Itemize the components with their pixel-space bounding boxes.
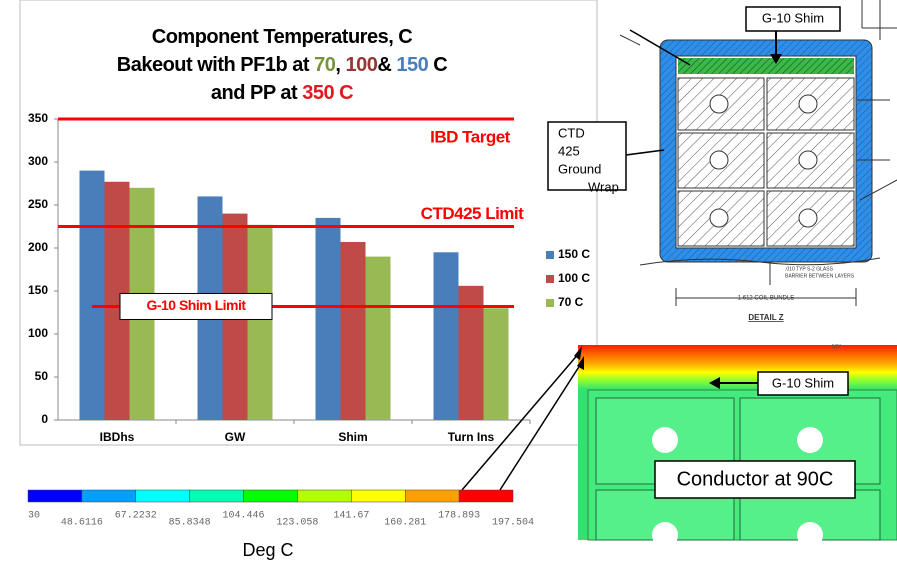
colorbar-tick-label: 104.446 xyxy=(223,511,265,522)
reference-label: G-10 Shim Limit xyxy=(146,297,246,313)
title-segment: Component Temperatures, C xyxy=(152,26,413,48)
g10-shim-layer xyxy=(678,58,854,74)
colorbar-segment xyxy=(190,490,244,502)
thermal-map: MX G-10 Shim Conductor at 90C xyxy=(578,345,897,548)
cooling-hole xyxy=(797,522,823,548)
colorbar-tick-label: 141.67 xyxy=(333,511,369,522)
x-tick-label: GW xyxy=(225,430,246,444)
drawing-note: .010 TYP S-2 GLASS xyxy=(785,266,834,272)
detail-label: DETAIL Z xyxy=(748,313,783,322)
legend-label: 100 C xyxy=(558,271,590,285)
colorbar-tick-label: 85.8348 xyxy=(169,518,211,529)
title-segment: C xyxy=(428,54,447,76)
callout-text: G-10 Shim xyxy=(762,10,824,25)
legend-swatch xyxy=(546,251,554,259)
cooling-hole xyxy=(710,95,728,113)
colorbar-segment xyxy=(28,490,82,502)
y-tick-label: 200 xyxy=(28,240,48,254)
colorbar: Deg C 30 48.6116 67.2232 85.8348 104.446 123.… xyxy=(28,490,534,560)
bar xyxy=(484,308,509,420)
legend-swatch xyxy=(546,275,554,283)
callout-text: 425 xyxy=(558,143,580,158)
corner-label: MX xyxy=(832,345,841,351)
chart-title: Bakeout with PF1b at 70, 100& 150 C xyxy=(117,54,447,76)
dimension-label: 1.612 COIL BUNDLE xyxy=(738,296,794,302)
title-segment: Bakeout with PF1b at xyxy=(117,54,314,76)
colorbar-tick-label: 123.058 xyxy=(276,518,318,529)
callout-text: CTD xyxy=(558,125,585,140)
bar xyxy=(248,225,273,420)
colorbar-tick-label: 178.893 xyxy=(438,511,480,522)
colorbar-segment xyxy=(351,490,405,502)
bar xyxy=(316,218,341,420)
title-segment: and PP at xyxy=(211,82,302,104)
title-segment: , xyxy=(335,54,345,76)
drawing-note: BARRIER BETWEEN LAYERS xyxy=(785,273,855,279)
title-segment: 70 xyxy=(314,54,336,76)
chart-title: Component Temperatures, C xyxy=(152,26,413,48)
title-segment: 150 xyxy=(396,54,428,76)
bar xyxy=(434,252,459,420)
callout-text: Ground xyxy=(558,161,601,176)
cooling-hole xyxy=(652,427,678,453)
chart: Component Temperatures, C Bakeout with PF… xyxy=(20,0,597,445)
legend-swatch xyxy=(546,299,554,307)
cross-section-drawing: .010 TYP S-2 GLASS BARRIER BETWEEN LAYER… xyxy=(548,0,897,330)
cooling-hole xyxy=(710,209,728,227)
cooling-hole xyxy=(797,427,823,453)
reference-label: IBD Target xyxy=(430,127,511,146)
cooling-hole xyxy=(710,151,728,169)
y-tick-label: 250 xyxy=(28,197,48,211)
colorbar-segment xyxy=(297,490,351,502)
colorbar-label: Deg C xyxy=(242,540,293,560)
legend-label: 70 C xyxy=(558,295,584,309)
bar xyxy=(366,257,391,420)
x-tick-label: IBDhs xyxy=(100,430,135,444)
title-segment: & xyxy=(377,54,396,76)
y-tick-label: 350 xyxy=(28,111,48,125)
cooling-hole xyxy=(799,209,817,227)
bar xyxy=(341,242,366,420)
cooling-hole xyxy=(652,522,678,548)
legend-label: 150 C xyxy=(558,247,590,261)
cooling-hole xyxy=(799,151,817,169)
callout-text: Conductor at 90C xyxy=(677,468,834,490)
colorbar-segment xyxy=(405,490,459,502)
slide: Component Temperatures, C Bakeout with PF… xyxy=(0,0,897,563)
title-segment: 100 xyxy=(345,54,377,76)
colorbar-tick-label: 67.2232 xyxy=(115,511,157,522)
x-tick-label: Turn Ins xyxy=(448,430,495,444)
y-tick-label: 300 xyxy=(28,154,48,168)
colorbar-tick-label: 30 xyxy=(28,511,40,522)
colorbar-tick-label: 160.281 xyxy=(384,518,426,529)
callout-text: G-10 Shim xyxy=(772,375,834,390)
colorbar-segment xyxy=(82,490,136,502)
title-segment: 350 C xyxy=(302,82,353,104)
y-tick-label: 150 xyxy=(28,283,48,297)
cooling-hole xyxy=(799,95,817,113)
x-tick-label: Shim xyxy=(338,430,367,444)
chart-title: and PP at 350 C xyxy=(211,82,353,104)
reference-label: CTD425 Limit xyxy=(421,204,524,223)
colorbar-segment xyxy=(459,490,513,502)
colorbar-segment xyxy=(244,490,298,502)
callout-text: Wrap xyxy=(588,179,619,194)
colorbar-segment xyxy=(136,490,190,502)
y-tick-label: 50 xyxy=(35,369,49,383)
bar xyxy=(80,171,105,420)
y-tick-label: 0 xyxy=(41,412,48,426)
y-tick-label: 100 xyxy=(28,326,48,340)
colorbar-tick-label: 197.504 xyxy=(492,518,534,529)
colorbar-tick-label: 48.6116 xyxy=(61,518,103,529)
